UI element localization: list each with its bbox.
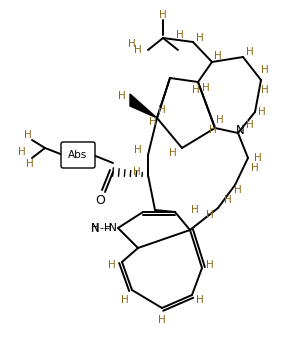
Text: H: H [176, 30, 184, 40]
Text: H: H [26, 159, 34, 169]
Text: H: H [216, 115, 224, 125]
Text: –N: –N [103, 223, 117, 233]
Text: N: N [236, 125, 245, 138]
Text: H: H [191, 205, 199, 215]
Text: H: H [149, 117, 157, 127]
Text: H: H [169, 148, 177, 158]
Text: H: H [18, 147, 26, 157]
Text: H: H [128, 39, 136, 49]
Text: H: H [261, 85, 269, 95]
Text: H: H [134, 45, 142, 55]
Text: H: H [134, 145, 142, 155]
Text: H: H [108, 260, 116, 270]
Text: H: H [118, 91, 126, 101]
Text: H: H [158, 105, 166, 115]
Text: H: H [261, 65, 269, 75]
Text: H: H [258, 107, 266, 117]
Text: H: H [121, 295, 129, 305]
Text: H: H [104, 223, 112, 233]
Text: O: O [95, 193, 105, 207]
Text: H: H [246, 120, 254, 130]
Text: H: H [192, 85, 200, 95]
Text: H: H [91, 223, 99, 233]
FancyBboxPatch shape [61, 142, 95, 168]
Text: H: H [246, 47, 254, 57]
Text: H: H [202, 83, 210, 93]
Text: H: H [196, 33, 204, 43]
Text: H: H [206, 210, 214, 220]
Text: -: - [99, 223, 103, 233]
Text: H: H [234, 185, 242, 195]
Text: H: H [196, 295, 204, 305]
Text: H: H [158, 315, 166, 325]
Text: N: N [91, 221, 99, 234]
Text: H: H [214, 51, 222, 61]
Text: H: H [224, 195, 232, 205]
Text: H: H [206, 260, 214, 270]
Text: H: H [133, 167, 141, 177]
Polygon shape [130, 94, 157, 118]
Text: H: H [251, 163, 259, 173]
Text: H: H [209, 125, 217, 135]
Text: H: H [254, 153, 262, 163]
Text: Abs: Abs [68, 150, 88, 160]
Text: H: H [24, 130, 32, 140]
Text: H: H [159, 10, 167, 20]
